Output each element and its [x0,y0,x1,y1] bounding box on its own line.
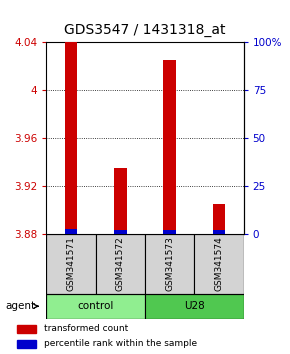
Bar [213,230,225,234]
Text: control: control [77,301,114,311]
Text: GSM341574: GSM341574 [214,236,224,291]
Bar [65,42,77,234]
Text: percentile rank within the sample: percentile rank within the sample [44,339,197,348]
Bar [17,340,36,348]
Bar [145,294,244,319]
Text: GSM341572: GSM341572 [116,236,125,291]
Bar [65,229,77,234]
Text: GDS3547 / 1431318_at: GDS3547 / 1431318_at [64,23,226,37]
Bar [114,168,126,234]
Bar [17,325,36,333]
Text: agent: agent [6,301,36,311]
Bar [145,234,194,294]
Bar [164,61,176,234]
Text: GSM341573: GSM341573 [165,236,174,291]
Text: transformed count: transformed count [44,324,128,333]
Text: U28: U28 [184,301,205,311]
Bar [164,230,176,234]
Bar [213,204,225,234]
Bar [114,230,126,234]
Bar [46,234,96,294]
Text: GSM341571: GSM341571 [66,236,76,291]
Bar [194,234,244,294]
Bar [46,294,145,319]
Bar [96,234,145,294]
